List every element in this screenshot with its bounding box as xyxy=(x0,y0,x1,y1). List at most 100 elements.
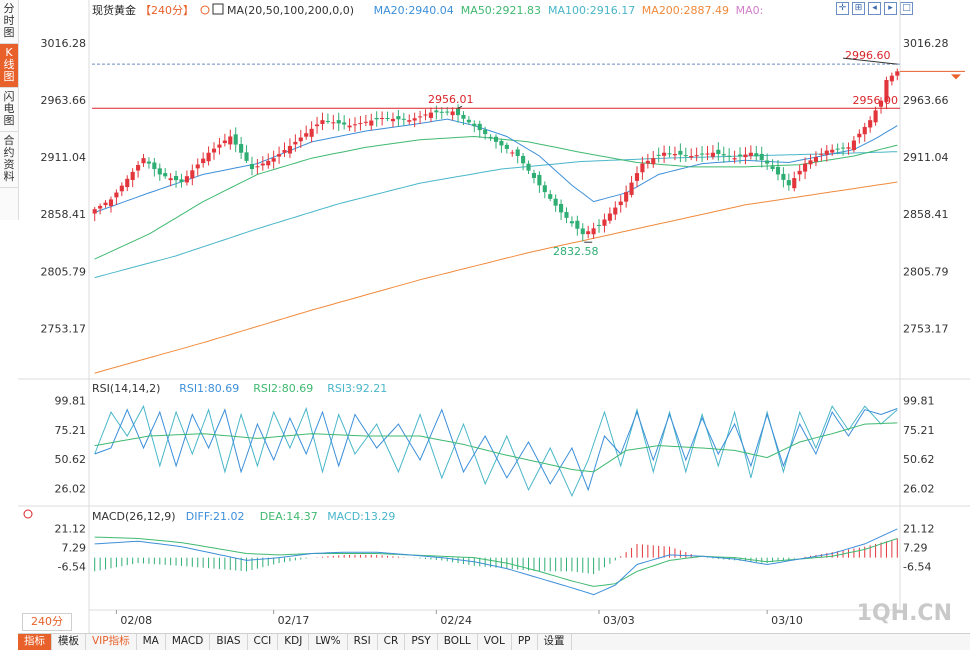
candle-body xyxy=(515,149,520,156)
candle-body xyxy=(222,140,227,144)
toolbar-item-0[interactable]: 指标 xyxy=(18,634,52,650)
toolbar-item-8[interactable]: LW% xyxy=(309,634,348,650)
toolbar-item-11[interactable]: PSY xyxy=(405,634,438,650)
candle-body xyxy=(580,228,585,235)
candle-body xyxy=(146,161,152,164)
candle-body xyxy=(819,153,824,155)
toolbar-item-9[interactable]: RSI xyxy=(348,634,378,650)
price-tick-left: 3016.28 xyxy=(41,37,87,50)
rsi-header-2: RSI2:80.69 xyxy=(253,382,313,395)
prev-high-pointer xyxy=(457,105,463,109)
candle-body xyxy=(380,118,385,120)
candle-body xyxy=(743,154,748,158)
candle-body xyxy=(607,213,612,221)
sidebar-tab-contract-info[interactable]: 合约资料 xyxy=(0,132,18,188)
move-right-icon[interactable]: ▸ xyxy=(884,2,897,15)
candle-body xyxy=(672,154,678,156)
candle-body xyxy=(428,112,433,118)
candle-body xyxy=(878,100,884,107)
toolbar-item-13[interactable]: VOL xyxy=(478,634,512,650)
settings-icon[interactable] xyxy=(200,5,210,15)
candle-body xyxy=(754,153,759,157)
candle-body xyxy=(824,150,829,155)
rsi2-line xyxy=(94,422,898,473)
candle-body xyxy=(103,202,108,206)
chart-area[interactable]: 2996.60 2956.01 2832.58 2956.00 3016.28 3016… xyxy=(0,0,970,633)
toolbar-item-4[interactable]: MACD xyxy=(166,634,211,650)
candle-body xyxy=(575,220,580,229)
candle-body xyxy=(233,134,238,145)
rsi-tick-left: 99.81 xyxy=(55,394,87,407)
toolbar-item-2[interactable]: VIP指标 xyxy=(86,634,137,650)
rsi-tick-right: 26.02 xyxy=(903,483,935,496)
candle-body xyxy=(401,118,406,120)
candle-body xyxy=(450,111,455,116)
candle-body xyxy=(868,120,873,128)
candle-body xyxy=(634,173,640,181)
candle-body xyxy=(92,209,97,214)
candle-body xyxy=(640,163,645,173)
toolbar-item-5[interactable]: BIAS xyxy=(210,634,248,650)
candle-body xyxy=(293,141,298,145)
candle-body xyxy=(358,123,363,125)
price-tick-right: 2805.79 xyxy=(903,265,949,278)
candle-body xyxy=(786,180,791,186)
candle-body xyxy=(304,133,309,137)
candle-body xyxy=(705,153,710,155)
toolbar-item-10[interactable]: CR xyxy=(378,634,406,650)
move-left-icon[interactable]: ◂ xyxy=(868,2,881,15)
period-selector[interactable]: 240分 xyxy=(22,613,72,631)
candle-body xyxy=(119,185,124,192)
candle-body xyxy=(168,178,173,181)
candle-body xyxy=(727,155,732,157)
candle-body xyxy=(624,192,629,202)
toolbar-item-12[interactable]: BOLL xyxy=(438,634,478,650)
price-tick-right: 2911.04 xyxy=(903,151,949,164)
rsi-tick-right: 50.62 xyxy=(903,453,935,466)
ma20-line xyxy=(94,118,898,213)
sidebar-tab-flash[interactable]: 闪电图 xyxy=(0,88,18,132)
high-label: 2996.60 xyxy=(845,49,891,62)
candle-body xyxy=(190,170,195,179)
toolbar-item-1[interactable]: 模板 xyxy=(52,634,86,650)
ma-toggle-icon[interactable] xyxy=(212,3,224,15)
candle-body xyxy=(396,116,401,120)
time-tick-label: 03/10 xyxy=(771,614,803,627)
crosshair-icon[interactable]: ✛ xyxy=(836,2,849,15)
candle-body xyxy=(553,198,558,206)
candle-body xyxy=(721,154,726,156)
macd-tick-left: 21.12 xyxy=(55,523,87,536)
candle-body xyxy=(184,176,189,183)
toolbar-item-7[interactable]: KDJ xyxy=(278,634,310,650)
candle-body xyxy=(157,168,162,175)
rsi-header-0: RSI(14,14,2) xyxy=(92,382,160,395)
candle-body xyxy=(596,224,602,226)
candle-body xyxy=(510,152,515,154)
macd-header-1: DIFF:21.02 xyxy=(186,510,245,523)
candle-body xyxy=(645,160,650,164)
candle-body xyxy=(710,152,715,157)
toolbar-item-15[interactable]: 设置 xyxy=(538,634,572,650)
candle-body xyxy=(369,120,374,126)
toolbar-item-6[interactable]: CCI xyxy=(248,634,279,650)
candle-body xyxy=(282,150,287,153)
candle-body xyxy=(136,165,141,171)
candle-body xyxy=(700,153,705,155)
toolbar-item-3[interactable]: MA xyxy=(137,634,166,650)
sidebar-tab-timeshare[interactable]: 分时图 xyxy=(0,0,18,44)
zoom-icon[interactable]: ⊞ xyxy=(852,2,865,15)
candle-body xyxy=(98,205,103,209)
rsi1-line xyxy=(94,408,898,492)
candle-body xyxy=(347,125,352,128)
macd-header-2: DEA:14.37 xyxy=(260,510,318,523)
candle-body xyxy=(678,150,683,155)
candle-body xyxy=(277,154,282,157)
high-pointer xyxy=(842,57,898,65)
candle-body xyxy=(803,163,808,172)
candle-body xyxy=(455,108,461,116)
candle-body xyxy=(770,166,775,170)
sidebar-tab-kline[interactable]: K线图 xyxy=(0,44,18,88)
candle-body xyxy=(439,111,444,113)
toolbar-item-14[interactable]: PP xyxy=(512,634,538,650)
candle-body xyxy=(314,124,320,127)
